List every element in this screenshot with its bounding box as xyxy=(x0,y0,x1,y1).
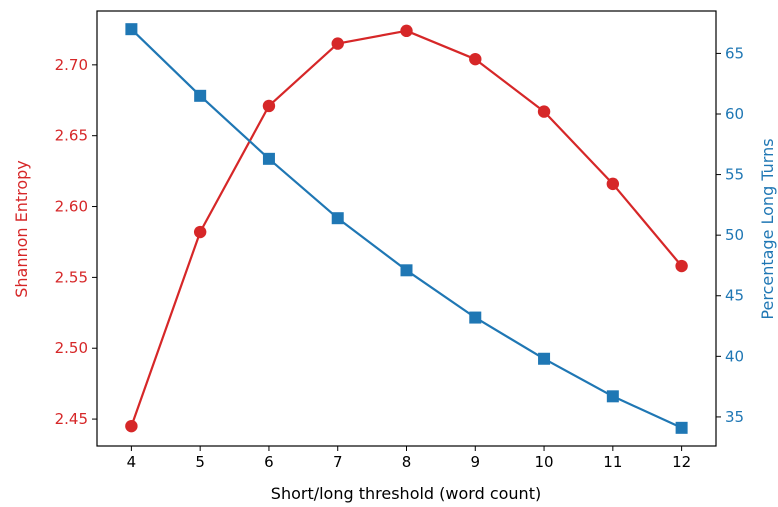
right-y-tick-label: 50 xyxy=(725,226,744,244)
data-point-square xyxy=(538,352,551,365)
x-tick-label: 11 xyxy=(603,453,622,471)
data-point-square xyxy=(262,152,275,165)
right-y-tick-label: 40 xyxy=(725,347,744,365)
data-point-square xyxy=(606,390,619,403)
x-tick-label: 4 xyxy=(127,453,137,471)
x-tick-label: 9 xyxy=(471,453,481,471)
data-point-circle xyxy=(262,99,276,113)
data-point-circle xyxy=(675,259,688,273)
data-point-circle xyxy=(606,177,620,191)
left-y-tick-label: 2.60 xyxy=(55,198,88,216)
data-point-square xyxy=(469,311,482,324)
data-point-circle xyxy=(537,105,551,118)
right-y-tick-label: 60 xyxy=(725,105,744,123)
data-point-square xyxy=(194,89,207,102)
left-y-tick-label: 2.55 xyxy=(55,268,88,286)
right-y-axis-label: Percentage Long Turns xyxy=(758,138,777,319)
x-tick-label: 6 xyxy=(264,453,274,471)
x-tick-label: 12 xyxy=(672,453,691,471)
right-y-tick-label: 55 xyxy=(725,166,744,184)
data-point-square xyxy=(125,23,138,36)
left-y-tick-label: 2.50 xyxy=(55,339,88,357)
right-y-tick-label: 65 xyxy=(725,44,744,62)
left-y-axis-label: Shannon Entropy xyxy=(12,160,31,298)
series-line xyxy=(130,28,683,429)
plot-frame xyxy=(96,10,717,447)
right-y-tick-label: 45 xyxy=(725,287,744,305)
data-point-circle xyxy=(331,37,344,50)
x-tick-label: 8 xyxy=(402,453,412,471)
series-layer xyxy=(125,23,688,434)
data-point-square xyxy=(400,264,413,277)
left-y-tick-label: 2.65 xyxy=(55,127,88,145)
x-tick-label: 7 xyxy=(333,453,343,471)
data-point-circle xyxy=(469,52,482,66)
left-y-tick-label: 2.45 xyxy=(55,410,88,428)
x-tick-label: 5 xyxy=(195,453,205,471)
series-line xyxy=(130,29,683,427)
data-point-square xyxy=(675,421,688,434)
x-axis: 4 5 6 7 8 9 10 11 12 xyxy=(127,446,691,471)
x-tick-label: 10 xyxy=(535,453,554,471)
data-point-square xyxy=(331,212,344,225)
data-point-circle xyxy=(125,419,138,433)
right-y-axis: 35 40 45 50 55 60 65 xyxy=(716,44,744,426)
data-point-circle xyxy=(193,225,207,239)
x-axis-label: Short/long threshold (word count) xyxy=(271,484,541,503)
right-y-tick-label: 35 xyxy=(725,408,744,426)
left-y-axis: 2.45 2.50 2.55 2.60 2.65 2.70 xyxy=(55,56,97,428)
left-y-tick-label: 2.70 xyxy=(55,56,88,74)
data-point-circle xyxy=(400,24,413,38)
